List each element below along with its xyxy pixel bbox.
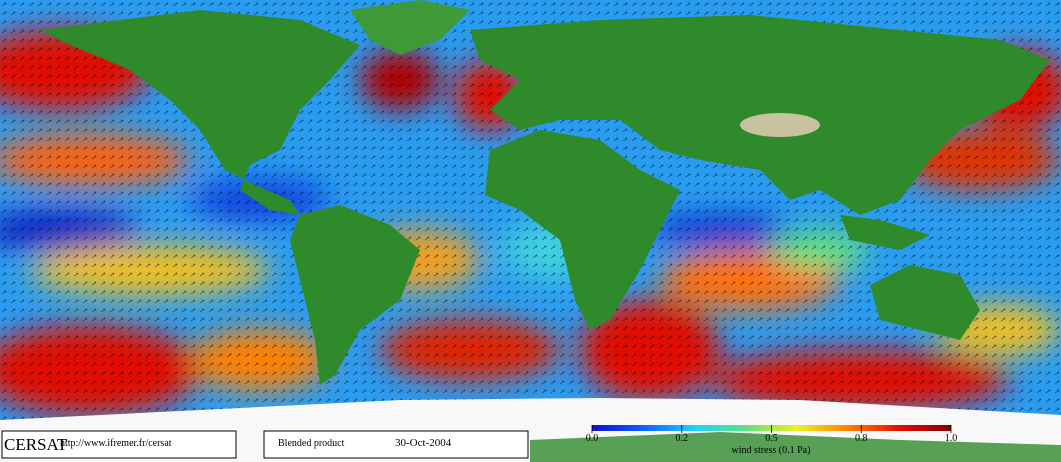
land (40, 0, 1050, 385)
logo: CERSAT (4, 435, 68, 454)
logo-box (1, 430, 237, 459)
antarctica-relief (530, 432, 1061, 462)
colorbar-tick-label: 0.0 (586, 433, 599, 444)
product: Blended product (278, 438, 345, 449)
url: http://www.ifremer.fr/cersat (60, 438, 172, 449)
colorbar-tick-label: 0.5 (765, 433, 778, 444)
product-box (263, 430, 529, 459)
date: 30-Oct-2004 (395, 437, 452, 449)
colorbar-tick-label: 0.2 (676, 433, 689, 444)
colorbar-tick-label: 0.8 (855, 433, 868, 444)
colorbar-label: wind stress (0.1 Pa) (732, 445, 811, 456)
colorbar-tick-label: 1.0 (945, 433, 958, 444)
